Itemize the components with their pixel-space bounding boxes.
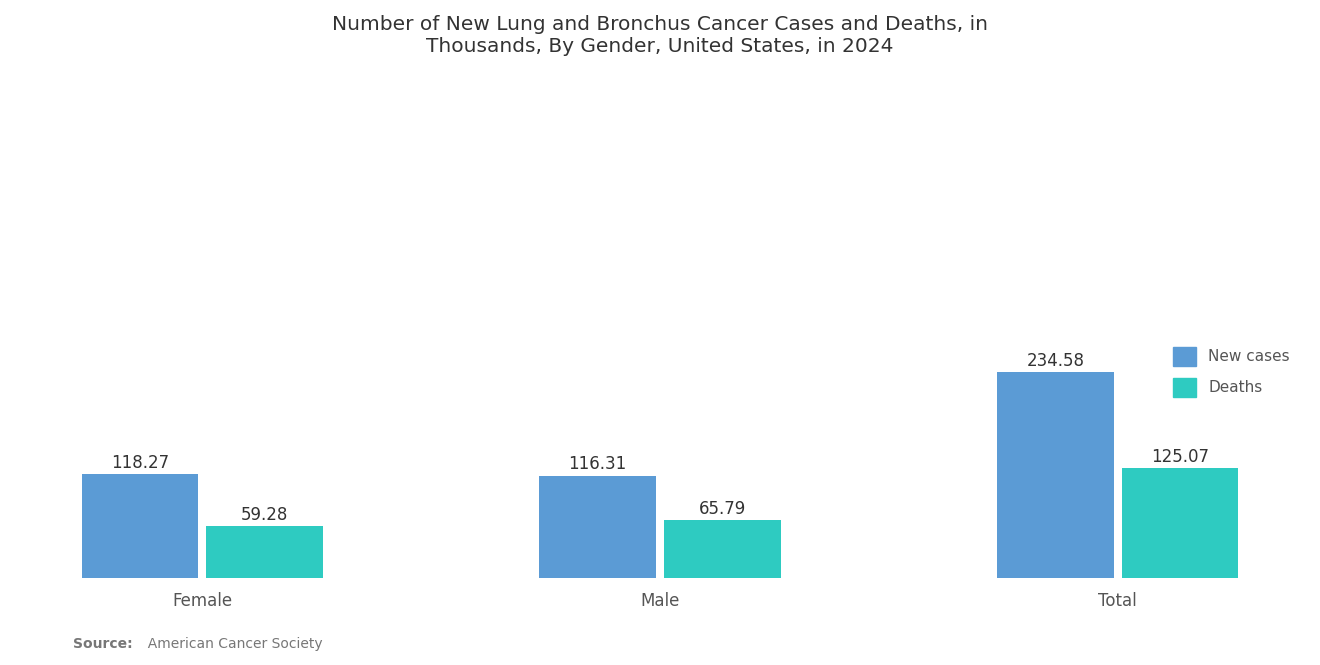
Bar bbox=[82, 474, 198, 578]
Text: 59.28: 59.28 bbox=[242, 505, 288, 523]
Legend: New cases, Deaths: New cases, Deaths bbox=[1166, 339, 1298, 404]
Text: 118.27: 118.27 bbox=[111, 454, 169, 471]
Text: Source:: Source: bbox=[73, 637, 132, 652]
Title: Number of New Lung and Bronchus Cancer Cases and Deaths, in
Thousands, By Gender: Number of New Lung and Bronchus Cancer C… bbox=[333, 15, 987, 56]
Text: 116.31: 116.31 bbox=[569, 456, 627, 473]
Text: 234.58: 234.58 bbox=[1027, 352, 1084, 370]
Bar bbox=[1122, 468, 1238, 578]
Bar bbox=[997, 372, 1114, 578]
Text: 65.79: 65.79 bbox=[698, 500, 746, 518]
Bar bbox=[206, 526, 323, 578]
Bar bbox=[664, 521, 780, 578]
Text: American Cancer Society: American Cancer Society bbox=[139, 637, 322, 652]
Bar bbox=[540, 476, 656, 578]
Text: 125.07: 125.07 bbox=[1151, 448, 1209, 465]
